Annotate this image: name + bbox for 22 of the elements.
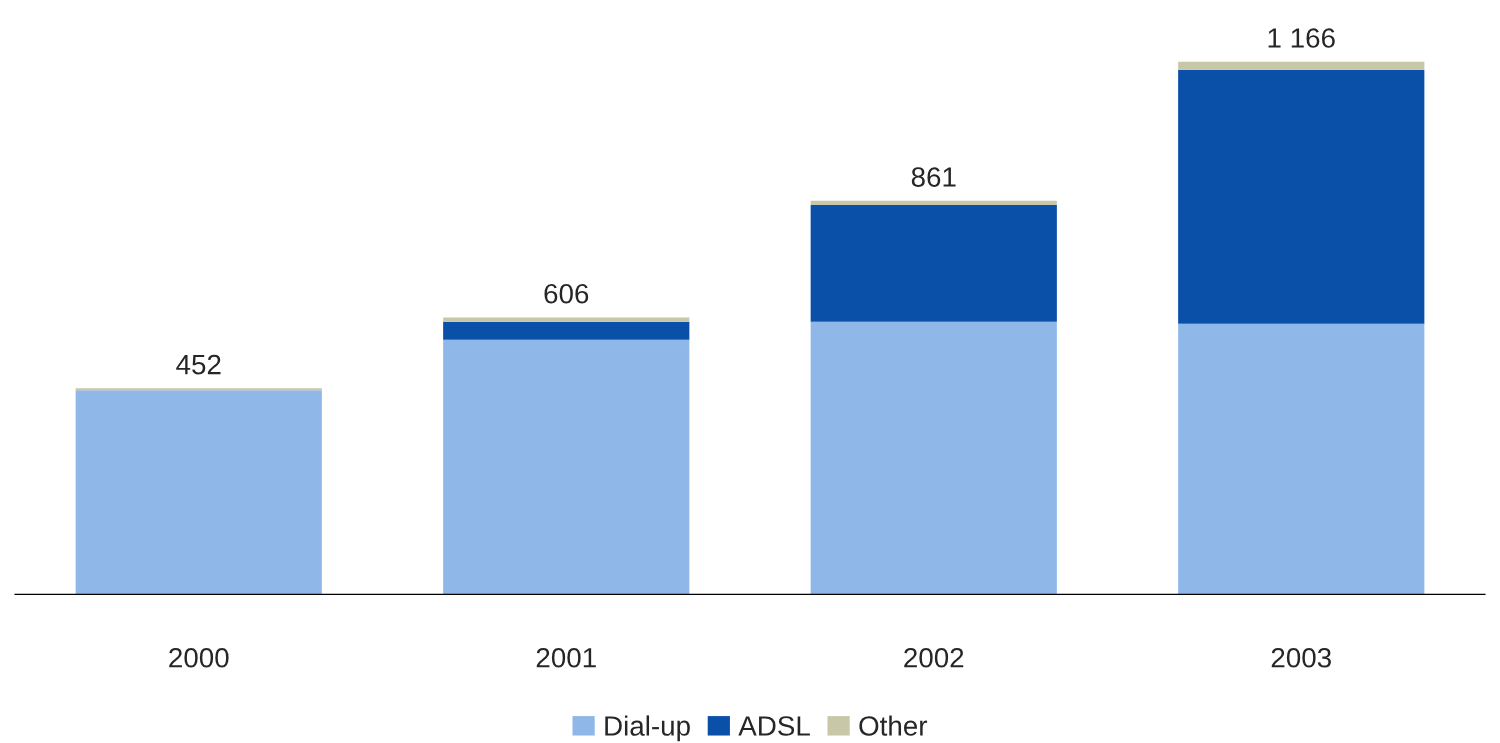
- bar: [443, 339, 690, 595]
- bar: [443, 317, 690, 322]
- bar: [75, 388, 322, 391]
- bar: [443, 321, 690, 340]
- x-tick-label: 2002: [904, 647, 964, 668]
- bar: [1178, 69, 1425, 324]
- bar: [1178, 323, 1425, 595]
- x-tick-label: 2003: [1271, 647, 1331, 668]
- x-tick-label: 2001: [536, 647, 596, 668]
- annotation: 1 166: [1268, 28, 1335, 48]
- annotation: 452: [176, 354, 221, 375]
- annotation: 861: [911, 167, 956, 187]
- legend-label: ADSL: [738, 716, 810, 736]
- bar: [810, 200, 1057, 205]
- annotation: 606: [544, 283, 589, 304]
- bar: [1178, 61, 1425, 70]
- legend-label: Other: [859, 715, 928, 736]
- x-tick-label: 2000: [169, 647, 229, 668]
- legend-label: Dial-up: [605, 715, 690, 742]
- bar: [75, 390, 322, 595]
- bar: [810, 204, 1057, 322]
- bar: [810, 321, 1057, 595]
